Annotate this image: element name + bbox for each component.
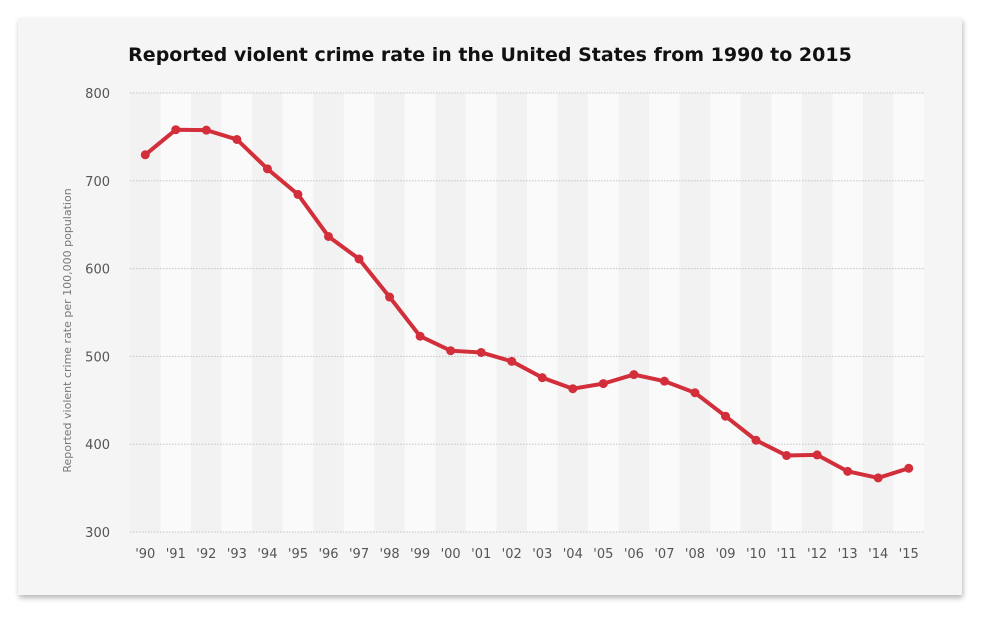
x-tick-label: '97 xyxy=(349,547,369,562)
x-tick-label: '99 xyxy=(410,547,430,562)
column-band xyxy=(588,93,619,532)
column-band xyxy=(130,93,161,532)
x-tick-label: '15 xyxy=(899,547,919,562)
data-point xyxy=(385,292,395,302)
x-tick-label: '10 xyxy=(746,547,766,562)
x-tick-label: '90 xyxy=(135,547,155,562)
data-point xyxy=(537,373,547,383)
data-point xyxy=(140,150,150,160)
column-band xyxy=(557,93,589,532)
x-tick-label: '95 xyxy=(288,547,308,562)
data-point xyxy=(415,331,425,341)
column-band xyxy=(893,93,924,532)
y-tick-label: 300 xyxy=(85,526,110,541)
x-tick-label: '13 xyxy=(838,547,858,562)
data-point xyxy=(354,254,364,264)
column-band xyxy=(221,93,253,532)
data-point xyxy=(873,473,883,483)
x-tick-label: '98 xyxy=(380,547,400,562)
x-tick-label: '08 xyxy=(685,547,705,562)
x-tick-label: '92 xyxy=(196,547,216,562)
y-tick-label: 400 xyxy=(85,438,110,453)
column-band xyxy=(435,93,466,532)
column-band xyxy=(710,93,741,532)
column-band xyxy=(832,93,863,532)
x-tick-label: '91 xyxy=(166,547,186,562)
data-point xyxy=(659,376,669,386)
column-band xyxy=(160,93,192,532)
column-band xyxy=(465,93,497,532)
series-line xyxy=(143,127,911,480)
data-point xyxy=(721,411,730,421)
y-tick-labels: 300 400 500 600 700 800 xyxy=(85,87,110,541)
line-chart: 300 400 500 600 700 800 '90 '91 '92 '93 '94 '95 '96… xyxy=(61,87,924,562)
column-band xyxy=(618,93,650,532)
data-point xyxy=(476,347,486,357)
y-tick-label: 500 xyxy=(85,350,110,365)
column-band xyxy=(679,93,711,532)
x-tick-label: '14 xyxy=(868,547,888,562)
data-point xyxy=(690,388,700,398)
y-tick-label: 800 xyxy=(85,87,110,102)
data-points xyxy=(140,125,914,483)
data-point xyxy=(843,466,853,476)
x-tick-label: '11 xyxy=(777,547,797,562)
x-tick-label: '12 xyxy=(807,547,827,562)
x-tick-label: '94 xyxy=(257,547,277,562)
column-band xyxy=(404,93,436,532)
data-point xyxy=(629,370,639,380)
x-tick-labels: '90 '91 '92 '93 '94 '95 '96 '97 '98 '99 '00 '01 '02 '… xyxy=(135,547,919,562)
data-point xyxy=(598,379,608,389)
column-band xyxy=(740,93,772,532)
data-point xyxy=(171,125,181,135)
column-band xyxy=(343,93,375,532)
data-point xyxy=(293,189,303,199)
y-tick-label: 600 xyxy=(85,263,110,278)
data-point xyxy=(262,164,272,174)
data-point xyxy=(507,356,517,366)
data-point xyxy=(201,125,211,135)
column-band xyxy=(282,93,314,532)
chart-card: Reported violent crime rate in the Unite… xyxy=(18,18,962,595)
x-tick-label: '04 xyxy=(563,547,583,562)
x-tick-label: '01 xyxy=(471,547,491,562)
x-tick-label: '03 xyxy=(532,547,552,562)
data-point xyxy=(812,450,822,460)
column-band xyxy=(862,93,894,532)
data-point xyxy=(904,463,914,473)
x-tick-label: '00 xyxy=(441,547,461,562)
x-tick-label: '93 xyxy=(227,547,247,562)
y-axis-title: Reported violent crime rate per 100,000 … xyxy=(61,188,74,472)
chart-title: Reported violent crime rate in the Unite… xyxy=(128,44,852,66)
column-band xyxy=(527,93,558,532)
gridlines xyxy=(130,92,924,533)
column-band xyxy=(771,93,802,532)
column-band xyxy=(801,93,833,532)
data-point xyxy=(232,134,242,144)
column-band xyxy=(191,93,222,532)
x-tick-label: '07 xyxy=(654,547,674,562)
data-point xyxy=(751,435,761,445)
column-band xyxy=(496,93,527,532)
data-point xyxy=(782,451,792,461)
data-point xyxy=(324,231,333,241)
x-tick-label: '02 xyxy=(502,547,522,562)
column-band xyxy=(649,93,680,532)
x-tick-label: '96 xyxy=(318,547,338,562)
x-tick-label: '09 xyxy=(715,547,735,562)
x-tick-label: '05 xyxy=(593,547,613,562)
column-band xyxy=(313,93,344,532)
data-point xyxy=(568,384,578,394)
x-tick-label: '06 xyxy=(624,547,644,562)
background-bands xyxy=(130,93,924,532)
y-tick-label: 700 xyxy=(85,175,110,190)
data-point xyxy=(446,346,456,356)
